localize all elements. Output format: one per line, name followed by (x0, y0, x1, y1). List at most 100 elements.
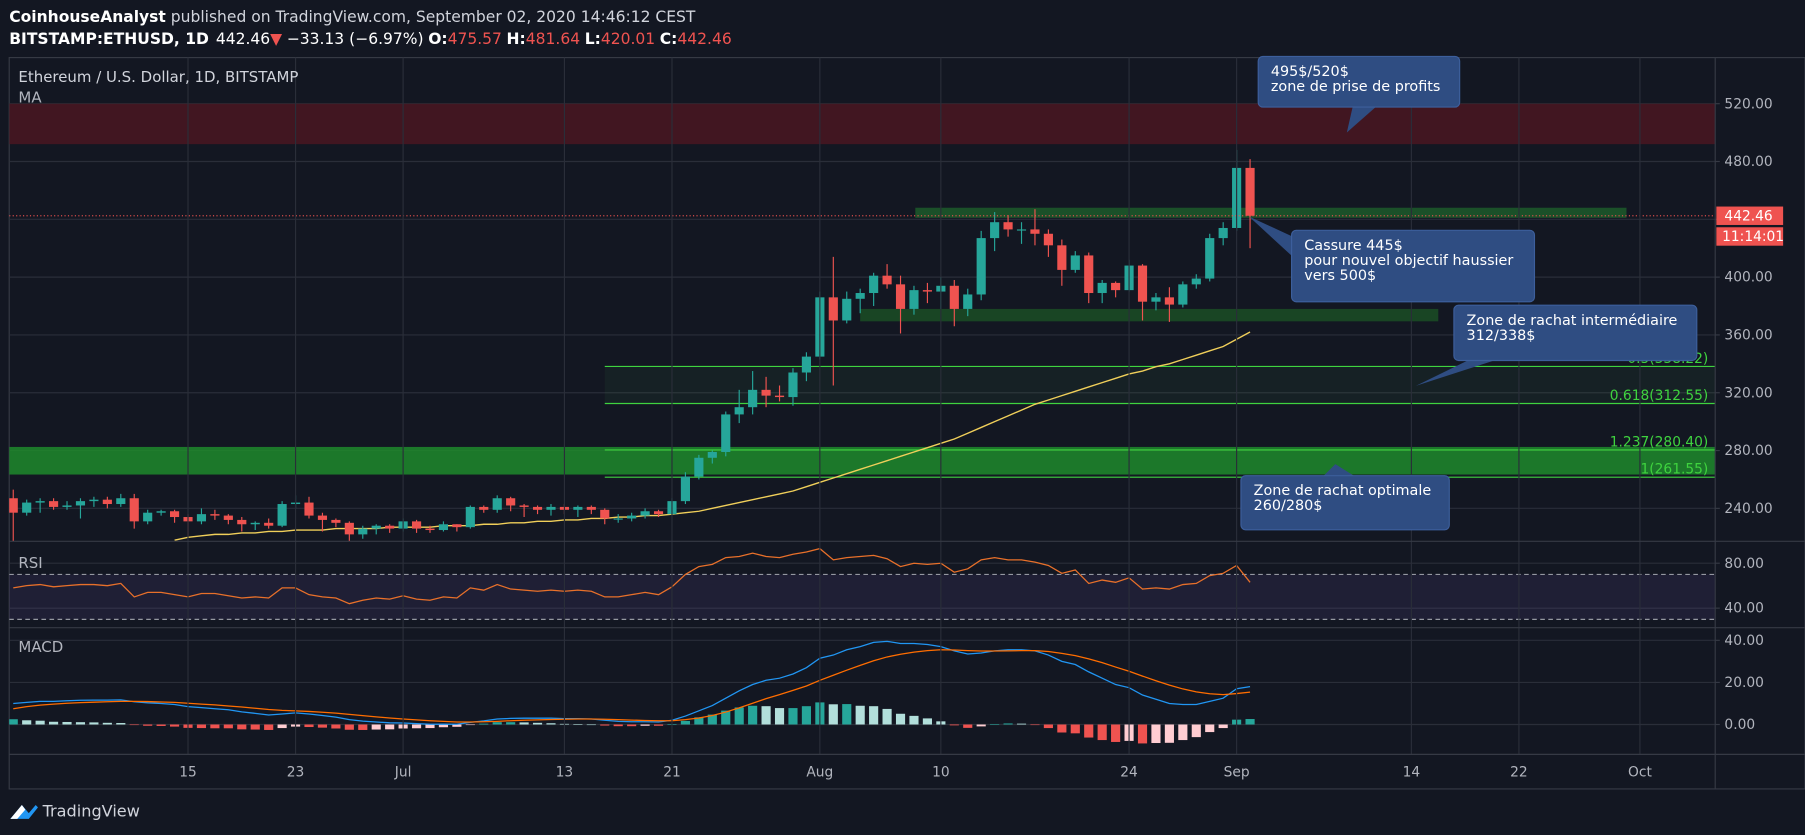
change: −33.13 (−6.97%) (287, 30, 424, 48)
candle-body (640, 511, 650, 516)
macd-histogram-bar (425, 724, 435, 729)
zone (9, 103, 1716, 145)
candle-body (1137, 265, 1148, 302)
macd-histogram-bar (116, 723, 126, 725)
candle-body (35, 501, 45, 503)
candle-body (237, 519, 247, 525)
open-value: 475.57 (448, 30, 502, 48)
footer-logo (10, 805, 38, 819)
candle-body (479, 506, 489, 510)
macd-histogram-bar (949, 724, 959, 726)
candle-body (250, 522, 260, 525)
macd-histogram-bar (546, 723, 556, 725)
candle-body (358, 528, 368, 535)
x-tick-label: 15 (179, 764, 197, 780)
macd-histogram-bar (573, 724, 583, 725)
candle-body (1245, 167, 1255, 216)
macd-histogram-bar (586, 724, 596, 726)
macd-histogram-bar (22, 720, 32, 725)
rsi-line (13, 547, 1251, 605)
callout-box (1257, 55, 1461, 108)
macd-histogram-bar (1070, 724, 1080, 734)
footer-brand: TradingView (42, 802, 140, 821)
macd-histogram-bar (1016, 723, 1027, 725)
last-price-tag (1716, 206, 1784, 225)
macd-histogram-bar (438, 724, 449, 728)
candle-body (62, 505, 72, 507)
candle-body (264, 522, 274, 526)
macd-histogram-bar (694, 717, 704, 725)
candle-body (22, 502, 32, 513)
macd-label: MACD (18, 638, 63, 656)
candle-body (1097, 282, 1107, 294)
signal-line (13, 649, 1251, 723)
x-tick-label: Aug (806, 764, 833, 780)
candle-body (1057, 245, 1067, 270)
macd-histogram-bar (1111, 724, 1121, 742)
author: CoinhouseAnalyst (9, 8, 166, 26)
macd-histogram-bar (385, 724, 395, 730)
macd-histogram-bar (452, 724, 462, 727)
macd-histogram-bar (680, 720, 690, 725)
zone (915, 207, 1627, 218)
macd-histogram-bar (842, 704, 852, 725)
candle-body (694, 457, 704, 477)
candle-body (223, 515, 233, 520)
callout-text: 312/338$ (1467, 328, 1536, 344)
macd-histogram-bar (62, 721, 72, 725)
candle-body (788, 372, 798, 398)
callout-text: Cassure 445$ (1304, 238, 1403, 254)
macd-histogram-bar (1218, 724, 1228, 729)
x-tick-label: 24 (1120, 764, 1138, 780)
macd-histogram-bar (627, 724, 637, 727)
candle-body (156, 511, 166, 513)
open-label: O: (428, 30, 447, 48)
macd-histogram-bar (761, 706, 771, 725)
candle-body (143, 512, 153, 522)
candle-body (304, 502, 314, 516)
candle-body (344, 522, 354, 535)
candle-body (653, 511, 664, 515)
macd-histogram-bar (264, 724, 274, 730)
macd-histogram-bar (895, 713, 906, 725)
x-tick-label: Sep (1224, 764, 1250, 780)
callout-text: Zone de rachat optimale (1254, 483, 1432, 499)
y-tick-label: 80.00 (1724, 556, 1763, 572)
callout-text: 260/280$ (1254, 498, 1323, 514)
y-tick-label: 480.00 (1724, 154, 1772, 170)
candle-body (1151, 297, 1161, 302)
macd-histogram-bar (304, 724, 314, 728)
callout-box (1453, 304, 1698, 362)
macd-histogram-bar (196, 724, 207, 729)
zone (860, 308, 1439, 322)
macd-histogram-bar (143, 724, 153, 726)
x-tick-label: 14 (1403, 764, 1421, 780)
y-tick-label: 40.00 (1724, 633, 1763, 649)
candle-body (600, 509, 610, 519)
candle-body (49, 501, 59, 507)
macd-histogram-bar (9, 719, 18, 725)
macd-histogram-bar (653, 724, 664, 726)
callout-box (1291, 229, 1536, 303)
macd-histogram-bar (774, 708, 785, 725)
countdown-label: 11:14:01 (1722, 229, 1784, 245)
candle-body (774, 395, 785, 398)
candle-body (1084, 255, 1094, 294)
candle-body (801, 356, 811, 373)
arrow: ▼ (270, 30, 282, 48)
candle-body (680, 476, 690, 502)
plot-layer: 15 23 Jul 13 21 Aug 10 24 Sep 14 22 Oct 240.00 280.00… (9, 55, 1784, 780)
macd-histogram-bar (748, 705, 758, 725)
macd-histogram-bar (1205, 724, 1215, 733)
candle-body (1178, 284, 1188, 305)
candle-body (425, 528, 435, 531)
candle-body (1030, 229, 1040, 234)
macd-histogram-bar (801, 706, 811, 725)
candle-body (89, 499, 99, 502)
macd-histogram-bar (976, 724, 986, 727)
callout-box (1240, 475, 1450, 531)
macd-histogram-bar (1043, 724, 1053, 729)
macd-histogram-bar (909, 715, 919, 725)
macd-histogram-bar (317, 724, 328, 728)
